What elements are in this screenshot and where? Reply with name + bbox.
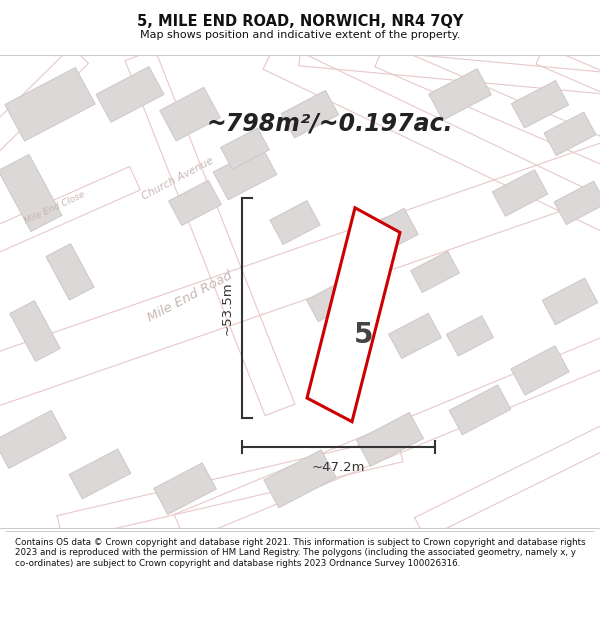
Polygon shape <box>174 332 600 542</box>
Text: Church Avenue: Church Avenue <box>140 155 215 201</box>
Polygon shape <box>10 301 60 361</box>
Polygon shape <box>0 411 66 468</box>
Polygon shape <box>154 463 217 514</box>
Polygon shape <box>125 49 295 416</box>
Polygon shape <box>0 139 600 409</box>
Text: Mile End Close: Mile End Close <box>23 190 86 226</box>
Polygon shape <box>46 244 94 300</box>
Text: ~798m²/~0.197ac.: ~798m²/~0.197ac. <box>206 112 454 136</box>
Polygon shape <box>544 112 596 156</box>
Polygon shape <box>281 91 338 138</box>
Text: ~53.5m: ~53.5m <box>221 281 234 334</box>
Text: Mile End Road: Mile End Road <box>145 269 235 324</box>
Text: 5, MILE END ROAD, NORWICH, NR4 7QY: 5, MILE END ROAD, NORWICH, NR4 7QY <box>137 14 463 29</box>
Polygon shape <box>356 412 424 466</box>
Polygon shape <box>375 43 600 170</box>
Polygon shape <box>263 41 600 237</box>
Polygon shape <box>415 419 600 539</box>
Polygon shape <box>0 166 140 254</box>
Polygon shape <box>362 208 418 257</box>
Polygon shape <box>307 208 400 422</box>
Text: 5: 5 <box>354 321 373 349</box>
Polygon shape <box>69 449 131 499</box>
Polygon shape <box>307 281 353 321</box>
Polygon shape <box>213 147 277 200</box>
Polygon shape <box>169 180 221 226</box>
Polygon shape <box>511 346 569 395</box>
Polygon shape <box>96 67 164 122</box>
Polygon shape <box>536 46 600 99</box>
Polygon shape <box>554 181 600 224</box>
Polygon shape <box>511 81 569 128</box>
Polygon shape <box>389 313 442 359</box>
Polygon shape <box>270 201 320 244</box>
Polygon shape <box>0 47 88 152</box>
Polygon shape <box>446 316 494 356</box>
Polygon shape <box>160 88 220 141</box>
Polygon shape <box>264 450 336 508</box>
Polygon shape <box>299 44 600 96</box>
Polygon shape <box>57 437 403 541</box>
Polygon shape <box>221 128 269 169</box>
Polygon shape <box>428 69 491 120</box>
Polygon shape <box>5 68 95 141</box>
Text: Contains OS data © Crown copyright and database right 2021. This information is : Contains OS data © Crown copyright and d… <box>15 538 586 568</box>
Text: ~47.2m: ~47.2m <box>312 461 365 474</box>
Text: Map shows position and indicative extent of the property.: Map shows position and indicative extent… <box>140 29 460 39</box>
Polygon shape <box>410 251 460 292</box>
Polygon shape <box>492 170 548 216</box>
Polygon shape <box>542 278 598 325</box>
Polygon shape <box>0 154 62 231</box>
Polygon shape <box>449 385 511 435</box>
